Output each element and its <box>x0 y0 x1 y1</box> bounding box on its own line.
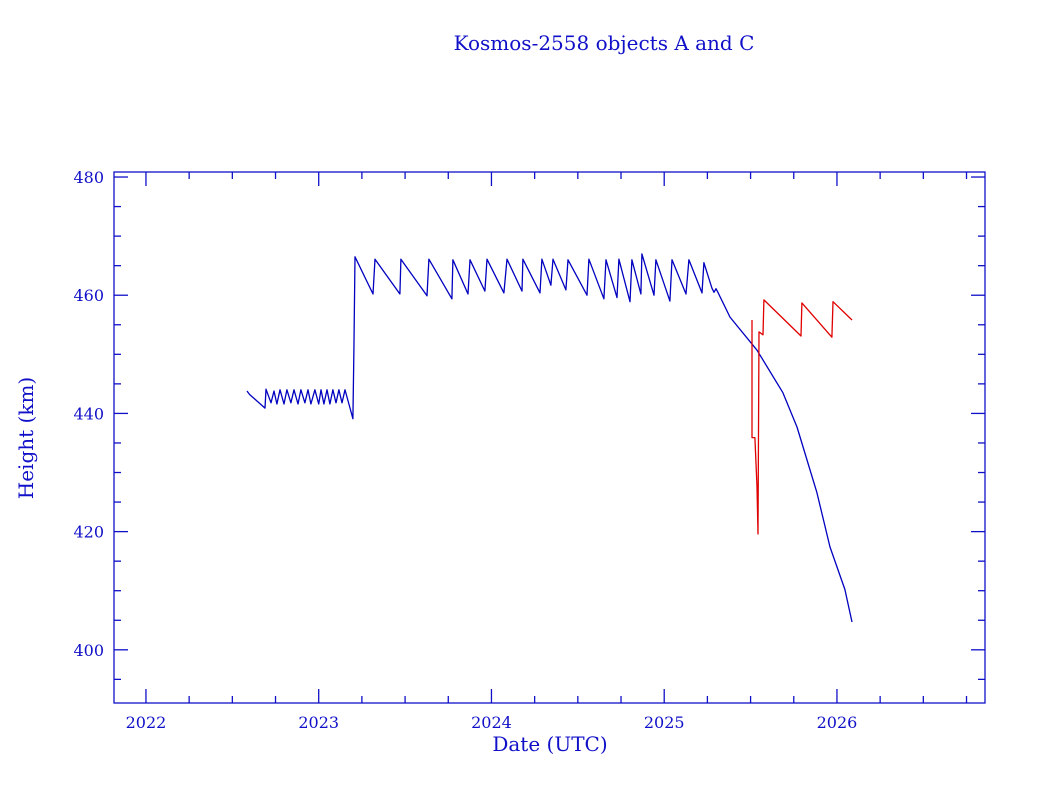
series-group <box>246 253 853 623</box>
x-tick-label: 2024 <box>471 713 512 732</box>
y-tick-label: 480 <box>73 168 104 187</box>
y-tick-label: 400 <box>73 641 104 660</box>
x-tick-label: 2025 <box>644 713 685 732</box>
series-line-object-c <box>751 299 853 535</box>
series-line-object-a <box>246 253 853 623</box>
x-tick-label: 2022 <box>126 713 167 732</box>
x-tick-label: 2023 <box>298 713 339 732</box>
y-tick-label: 440 <box>73 404 104 423</box>
y-tick-label: 460 <box>73 286 104 305</box>
x-axis-label: Date (UTC) <box>492 732 607 756</box>
chart-title: Kosmos-2558 objects A and C <box>454 31 755 55</box>
y-axis-label: Height (km) <box>14 377 38 499</box>
y-tick-label: 420 <box>73 523 104 542</box>
x-tick-label: 2026 <box>817 713 858 732</box>
tick-labels: 2022 2023 2024 2025 2026 400 420 440 460 480 <box>73 168 857 732</box>
plot-frame <box>113 171 986 704</box>
axis-ticks <box>114 172 985 703</box>
